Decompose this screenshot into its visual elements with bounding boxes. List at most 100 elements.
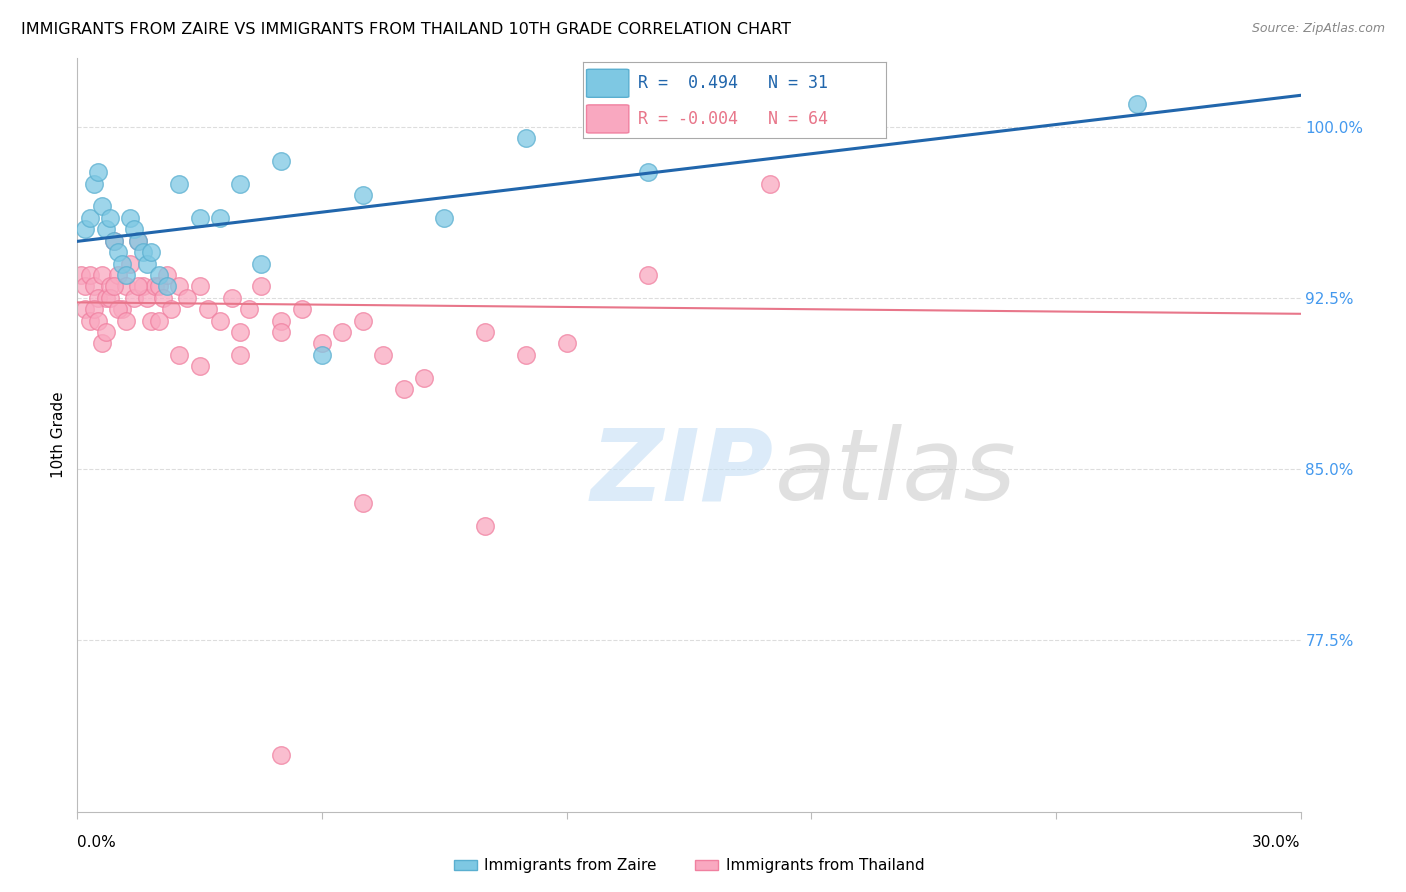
Text: 0.0%: 0.0%	[77, 835, 117, 849]
Point	[188, 279, 211, 293]
Point	[229, 325, 252, 339]
Point	[208, 211, 231, 225]
Point	[169, 177, 191, 191]
Point	[135, 256, 157, 270]
Point	[229, 348, 252, 362]
Point	[83, 177, 105, 191]
Point	[103, 279, 125, 293]
Point	[79, 268, 101, 282]
Point	[156, 268, 179, 282]
Point	[115, 279, 138, 293]
Point	[139, 313, 162, 327]
Point	[169, 348, 191, 362]
Point	[208, 313, 231, 327]
Point	[131, 245, 153, 260]
Point	[127, 279, 149, 293]
Point	[515, 131, 537, 145]
Point	[131, 279, 153, 293]
Point	[474, 519, 496, 533]
Point	[270, 153, 292, 168]
Point	[87, 313, 110, 327]
Point	[98, 279, 121, 293]
Text: ZIP: ZIP	[591, 424, 775, 521]
Point	[115, 313, 138, 327]
Point	[90, 199, 112, 213]
Point	[90, 336, 112, 351]
Text: IMMIGRANTS FROM ZAIRE VS IMMIGRANTS FROM THAILAND 10TH GRADE CORRELATION CHART: IMMIGRANTS FROM ZAIRE VS IMMIGRANTS FROM…	[21, 22, 792, 37]
Point	[250, 279, 273, 293]
Point	[83, 302, 105, 317]
Point	[156, 279, 179, 293]
Point	[555, 336, 578, 351]
Y-axis label: 10th Grade: 10th Grade	[51, 392, 66, 478]
Point	[515, 348, 537, 362]
Point	[103, 234, 125, 248]
Point	[94, 222, 117, 236]
Point	[270, 747, 292, 762]
Point	[352, 188, 374, 202]
Point	[332, 325, 354, 339]
Point	[148, 313, 170, 327]
Point	[311, 336, 333, 351]
Point	[148, 268, 170, 282]
Point	[139, 245, 162, 260]
Point	[94, 291, 117, 305]
Point	[160, 302, 183, 317]
Text: Source: ZipAtlas.com: Source: ZipAtlas.com	[1251, 22, 1385, 36]
Point	[270, 313, 292, 327]
Text: 30.0%: 30.0%	[1253, 835, 1301, 849]
Point	[413, 370, 436, 384]
Point	[169, 279, 191, 293]
Point	[371, 348, 394, 362]
Point	[107, 302, 129, 317]
Point	[83, 279, 105, 293]
Point	[250, 256, 273, 270]
Point	[120, 256, 142, 270]
Point	[352, 313, 374, 327]
Point	[75, 279, 97, 293]
FancyBboxPatch shape	[586, 70, 628, 97]
Point	[111, 256, 134, 270]
Point	[124, 291, 146, 305]
Point	[103, 234, 125, 248]
Text: R =  0.494   N = 31: R = 0.494 N = 31	[638, 74, 828, 92]
Point	[197, 302, 219, 317]
Point	[637, 165, 659, 179]
Point	[79, 211, 101, 225]
Point	[188, 211, 211, 225]
Point	[148, 279, 170, 293]
Point	[127, 234, 149, 248]
Point	[229, 177, 252, 191]
Point	[238, 302, 260, 317]
Point	[120, 211, 142, 225]
Point	[176, 291, 198, 305]
Point	[311, 348, 333, 362]
Point	[270, 325, 292, 339]
Point	[433, 211, 456, 225]
Point	[143, 279, 166, 293]
Point	[107, 245, 129, 260]
Point	[124, 222, 146, 236]
Point	[188, 359, 211, 374]
Point	[637, 268, 659, 282]
Legend: Immigrants from Zaire, Immigrants from Thailand: Immigrants from Zaire, Immigrants from T…	[447, 852, 931, 880]
Point	[352, 496, 374, 510]
Point	[1126, 96, 1149, 111]
Point	[152, 291, 174, 305]
Point	[94, 325, 117, 339]
Text: atlas: atlas	[775, 424, 1017, 521]
Point	[90, 268, 112, 282]
Point	[290, 302, 312, 317]
Point	[474, 325, 496, 339]
FancyBboxPatch shape	[586, 105, 628, 133]
Point	[87, 165, 110, 179]
Point	[87, 291, 110, 305]
Point	[759, 177, 782, 191]
Point	[75, 302, 97, 317]
Point	[98, 291, 121, 305]
Point	[127, 234, 149, 248]
Point	[115, 268, 138, 282]
Text: R = -0.004   N = 64: R = -0.004 N = 64	[638, 110, 828, 128]
Point	[221, 291, 243, 305]
Point	[111, 302, 134, 317]
